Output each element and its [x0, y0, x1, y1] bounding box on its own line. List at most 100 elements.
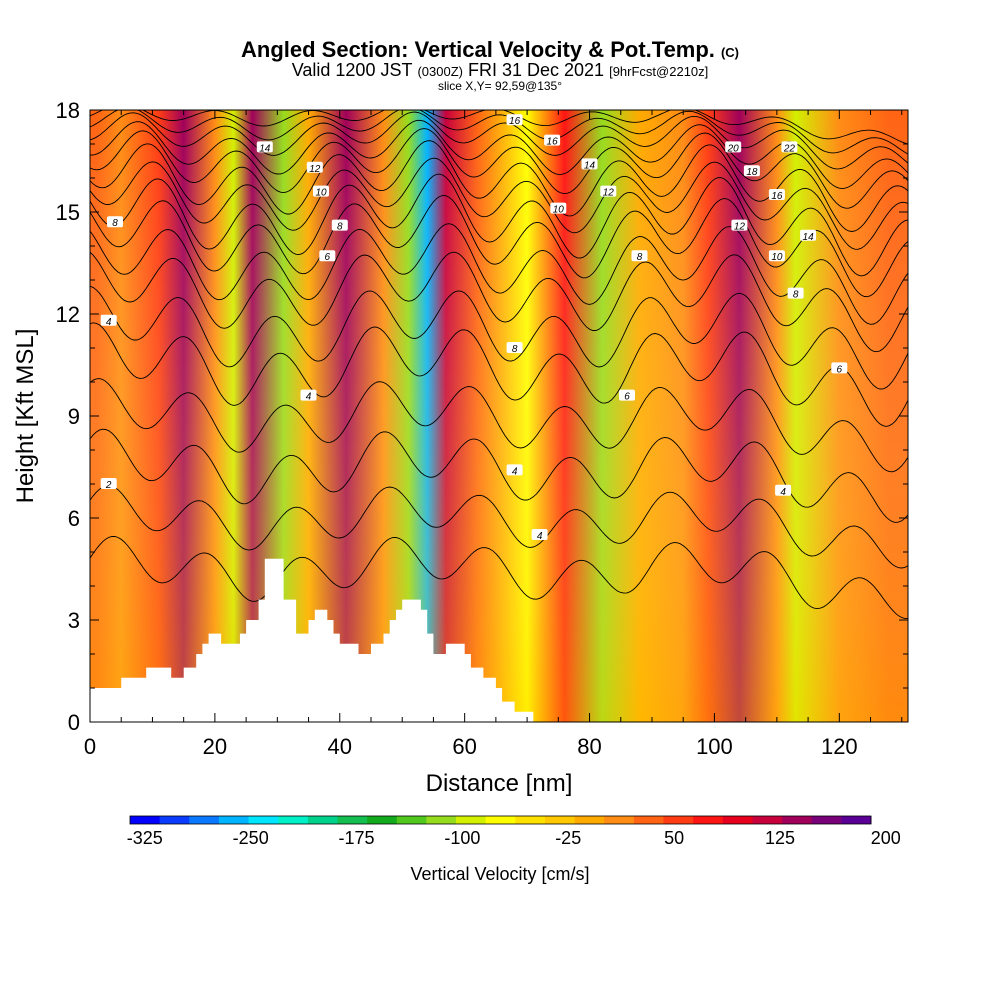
contour-label: 6 [619, 389, 635, 403]
x-tick-label: 60 [452, 734, 476, 759]
contour-label: 16 [506, 114, 523, 127]
contour-label: 12 [600, 185, 617, 199]
contour-label: 10 [313, 185, 329, 199]
isotherm-line [90, 378, 908, 473]
contour-label: 4 [775, 484, 792, 498]
svg-text:18: 18 [746, 167, 758, 178]
contour-label: 8 [107, 216, 123, 229]
svg-text:10: 10 [553, 205, 565, 216]
colorbar-swatch [782, 816, 813, 824]
x-tick-label: 20 [203, 734, 227, 759]
contour-label: 16 [768, 189, 785, 202]
colorbar-label: 200 [871, 828, 901, 848]
colorbar-swatch [456, 816, 487, 824]
contour-label: 18 [743, 165, 760, 178]
svg-text:14: 14 [803, 232, 815, 243]
colorbar-swatch [604, 816, 635, 824]
x-tick-label: 40 [328, 734, 352, 759]
colorbar-swatch [218, 816, 250, 824]
contour-label: 8 [787, 287, 804, 301]
svg-text:8: 8 [512, 344, 518, 355]
colorbar-swatch [841, 816, 872, 824]
colorbar-swatch [396, 816, 427, 824]
isotherm-line [90, 322, 908, 427]
y-tick-label: 6 [68, 506, 80, 531]
colorbar-swatch [367, 816, 398, 824]
svg-text:4: 4 [106, 317, 112, 328]
colorbar-swatch [693, 816, 724, 824]
colorbar-swatch [426, 816, 457, 824]
contour-label: 14 [581, 158, 598, 171]
contour-label: 6 [831, 362, 848, 375]
svg-text:4: 4 [306, 392, 312, 403]
svg-text:14: 14 [259, 143, 271, 154]
svg-text:6: 6 [624, 392, 630, 403]
contour-label: 10 [550, 202, 567, 216]
contour-label: 8 [331, 219, 348, 233]
contour-label: 4 [300, 389, 317, 403]
svg-text:12: 12 [603, 188, 615, 199]
svg-text:8: 8 [637, 252, 643, 263]
y-tick-label: 18 [56, 98, 80, 123]
colorbar-swatch [189, 816, 220, 824]
colorbar-label: 50 [664, 828, 684, 848]
contour-label: 14 [800, 229, 817, 243]
isotherm-line [90, 173, 908, 277]
colorbar-swatch [159, 816, 190, 824]
terrain-mask [90, 558, 908, 722]
chart-title: Angled Section: Vertical Velocity & Pot.… [241, 37, 739, 62]
isotherm-contours [90, 110, 908, 619]
isotherm-line [90, 110, 908, 145]
colorbar-swatch [811, 816, 842, 824]
contour-label: 12 [731, 219, 748, 233]
isotherm-line [90, 536, 908, 619]
isotherm-line [90, 484, 908, 569]
y-tick-label: 9 [68, 404, 80, 429]
contour-label: 4 [100, 314, 117, 328]
colorbar-frame [129, 815, 872, 825]
svg-text:10: 10 [315, 188, 327, 199]
x-axis: 0 20 40 60 80 100 120 [84, 110, 903, 759]
svg-text:10: 10 [771, 252, 783, 263]
colorbar-swatch [663, 816, 694, 824]
y-tick-label: 15 [56, 200, 80, 225]
svg-text:8: 8 [337, 222, 343, 233]
x-tick-label: 100 [696, 734, 733, 759]
colorbar-label: -325 [127, 828, 163, 848]
svg-text:16: 16 [771, 191, 783, 202]
svg-text:6: 6 [837, 364, 843, 375]
svg-text:8: 8 [112, 218, 118, 229]
x-tick-label: 120 [821, 734, 858, 759]
colorbar-title: Vertical Velocity [cm/s] [410, 864, 589, 884]
y-axis-title: Height [Kft MSL] [12, 329, 39, 504]
colorbar-label: -100 [444, 828, 480, 848]
slice-info: slice X,Y= 92,59@135° [438, 79, 562, 93]
svg-text:16: 16 [547, 137, 559, 148]
contour-label: 10 [768, 250, 785, 263]
contour-label: 8 [631, 250, 648, 263]
velocity-field-shading [90, 110, 908, 722]
contour-label: 16 [544, 134, 561, 148]
svg-text:20: 20 [727, 143, 740, 154]
isotherm-line [90, 157, 908, 250]
colorbar-label: -250 [233, 828, 269, 848]
isotherm-line [90, 110, 908, 155]
svg-text:14: 14 [584, 160, 596, 171]
contour-labels: 14 12 10 8 6 4 8 4 2 16 16 14 12 10 8 4 4 8 6 20 22 18 16 12 14 1… [100, 114, 848, 542]
colorbar-label: -175 [338, 828, 374, 848]
contour-label: 14 [256, 141, 273, 154]
isotherm-line [90, 111, 908, 170]
contour-label: 6 [319, 250, 336, 263]
svg-text:12: 12 [309, 164, 321, 175]
colorbar-swatch [485, 816, 516, 824]
x-tick-label: 0 [84, 734, 96, 759]
colorbar-swatch [130, 816, 161, 824]
y-tick-label: 3 [68, 608, 80, 633]
svg-text:4: 4 [512, 466, 518, 477]
isotherm-line [90, 428, 908, 523]
colorbar-swatch [278, 816, 309, 824]
colorbar-swatch [248, 816, 279, 824]
colorbar-swatch [544, 816, 576, 824]
svg-text:12: 12 [734, 222, 746, 233]
